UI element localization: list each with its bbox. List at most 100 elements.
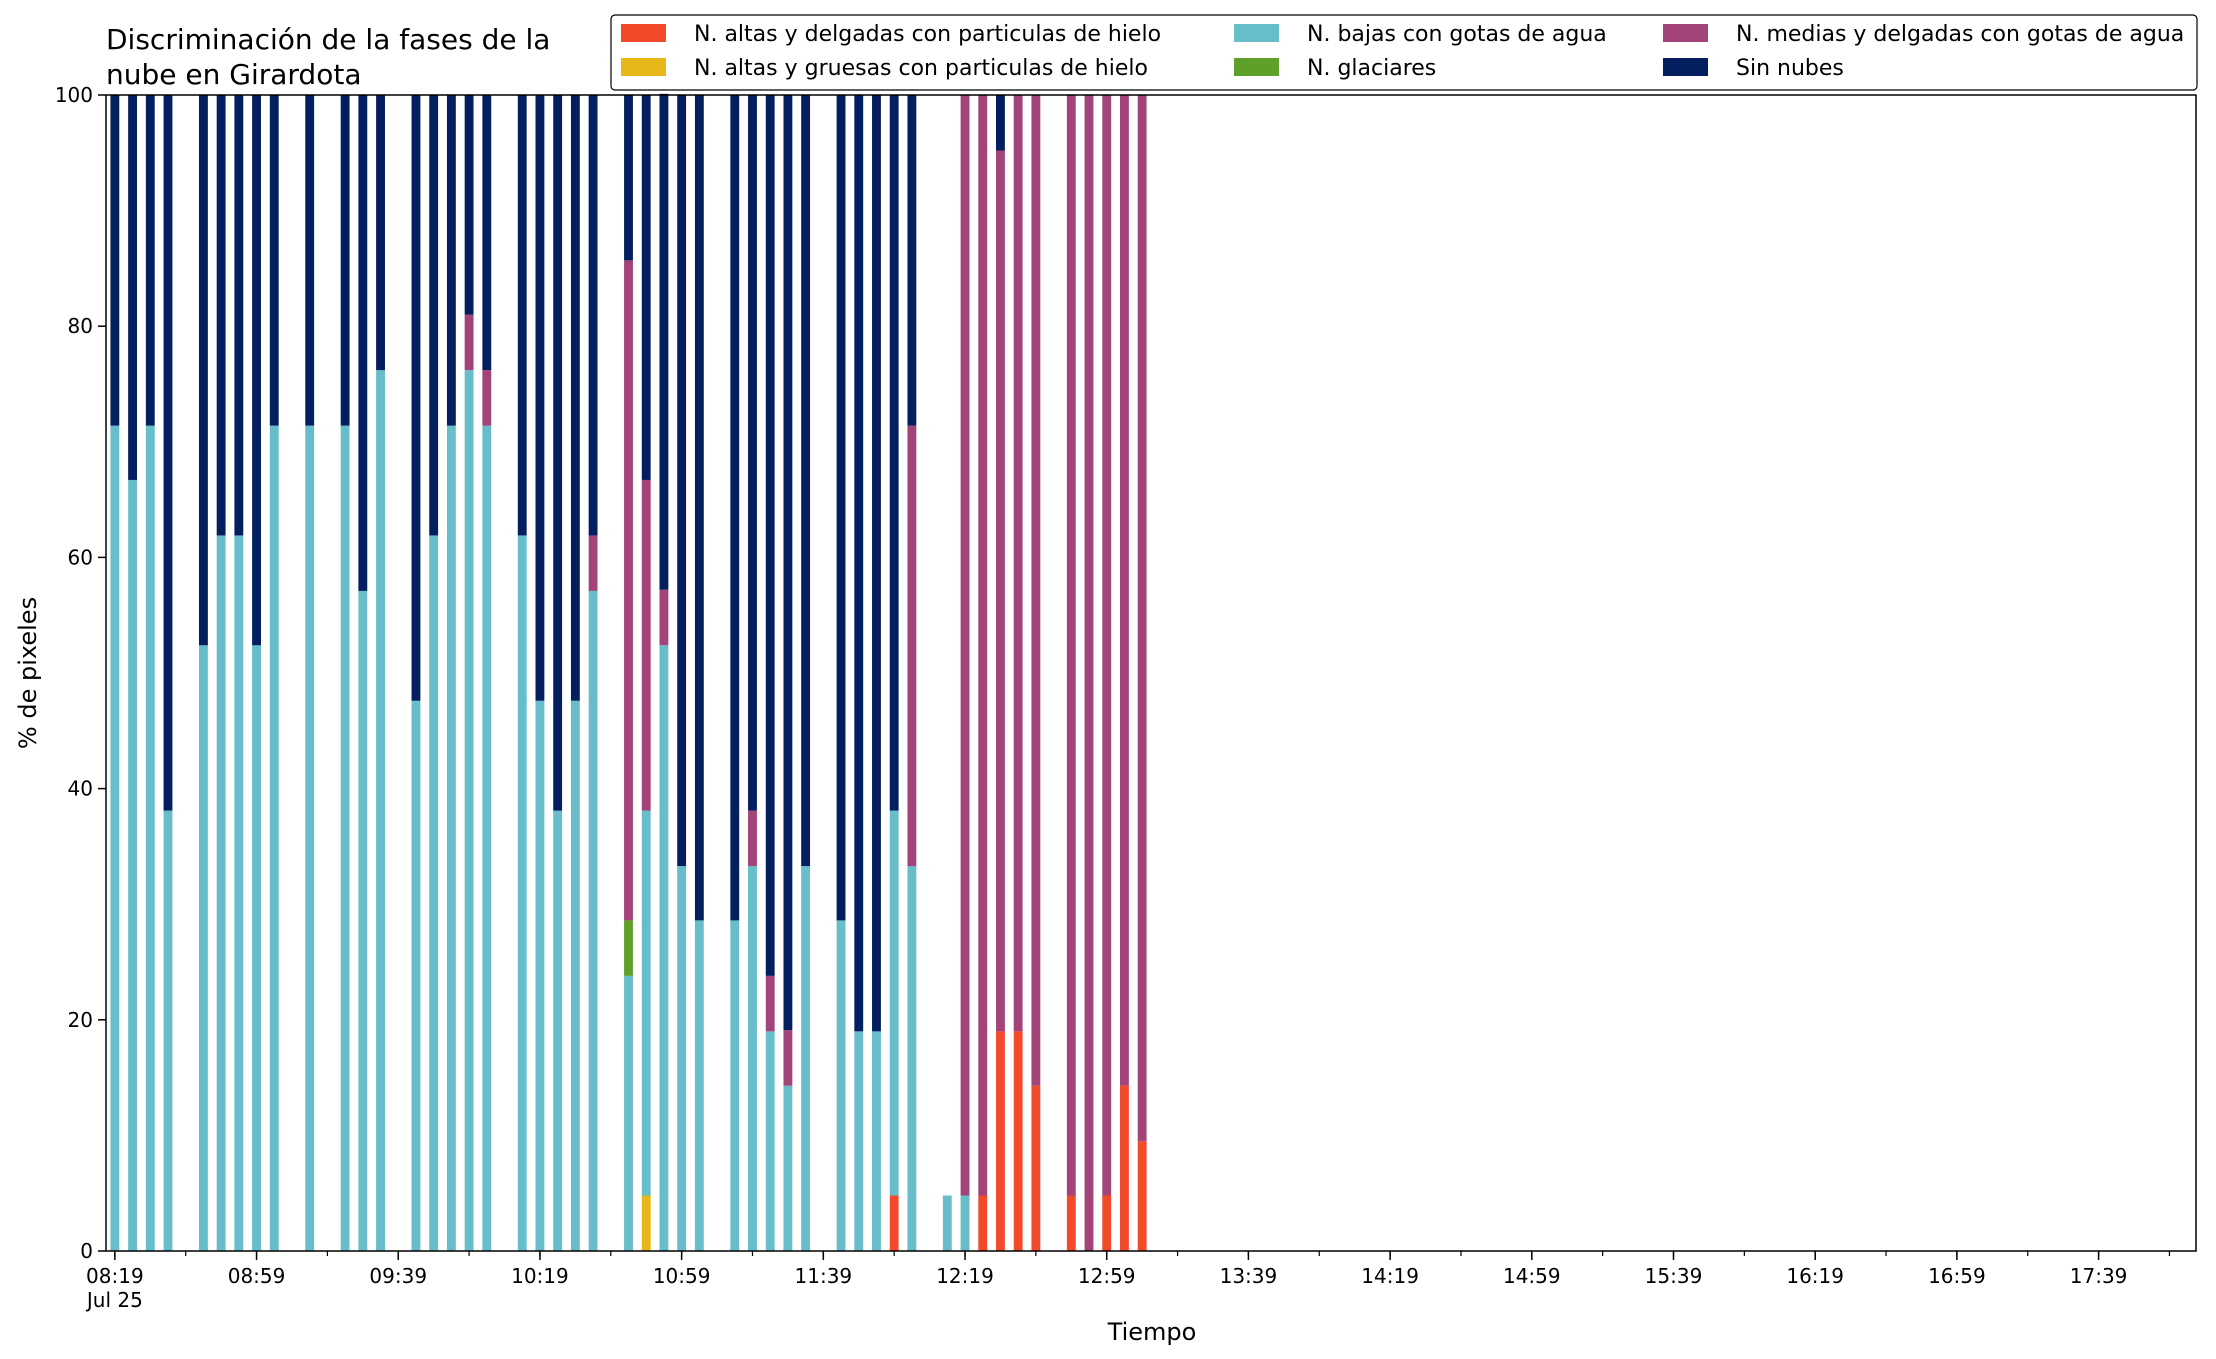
x-tick-label-0939: 09:39 — [369, 1264, 427, 1288]
bar-segment-0959-s4 — [464, 314, 474, 371]
bar-segment-0849-s2 — [216, 535, 226, 1251]
x-tick-label-1059: 10:59 — [653, 1264, 711, 1288]
legend-swatch-3 — [1234, 58, 1279, 76]
bar-segment-1239-s0 — [1031, 1085, 1041, 1251]
bar-segment-1134-s5 — [801, 95, 811, 867]
x-tick-label-1419: 14:19 — [1361, 1264, 1419, 1288]
x-tick-label-1219: 12:19 — [936, 1264, 994, 1288]
bar-segment-1029-s2 — [570, 700, 580, 1251]
legend-swatch-2 — [1234, 24, 1279, 42]
x-tick-label-1739: 17:39 — [2070, 1264, 2128, 1288]
bar-segment-1104-s2 — [694, 920, 704, 1251]
bar-segment-0834-s5 — [163, 95, 173, 811]
bar-segment-1154-s2 — [872, 1031, 881, 1251]
bar-segment-1134-s2 — [801, 866, 811, 1251]
bar-segment-1014-s5 — [517, 95, 527, 536]
legend-box — [610, 14, 2198, 91]
y-tick-label-100: 100 — [55, 83, 93, 107]
bar-segment-1044-s3 — [624, 920, 633, 976]
bar-segment-0949-s5 — [429, 95, 439, 536]
bar-segment-1159-s2 — [889, 810, 899, 1196]
chart-title-line-1: Discriminación de la fases de la — [106, 23, 550, 56]
bar-segment-1229-s0 — [996, 1031, 1005, 1251]
bar-segment-1154-s5 — [872, 95, 881, 1032]
bar-segment-1054-s2 — [659, 645, 669, 1251]
bar-segment-1034-s5 — [588, 95, 598, 536]
legend-label-0: N. altas y delgadas con particulas de hi… — [694, 22, 1161, 47]
bar-segment-1119-s2 — [748, 866, 757, 1251]
y-axis-label: % de pixeles — [14, 597, 42, 749]
bar-segment-0959-s2 — [464, 370, 474, 1251]
bar-segment-0914-s5 — [305, 95, 315, 426]
x-tick-label-1019: 10:19 — [511, 1264, 569, 1288]
x-tick-label-1539: 15:39 — [1645, 1264, 1703, 1288]
bar-segment-1259-s0 — [1102, 1195, 1112, 1251]
bar-segment-1219-s2 — [960, 1195, 970, 1251]
y-tick-label-40: 40 — [68, 777, 93, 801]
bar-segment-0944-s2 — [411, 700, 421, 1251]
bar-segment-1234-s4 — [1013, 95, 1023, 1032]
bar-segment-1104-s5 — [694, 95, 704, 921]
bar-segment-1129-s2 — [783, 1085, 793, 1251]
bar-segment-1004-s4 — [482, 370, 492, 426]
bar-segment-1004-s5 — [482, 95, 492, 371]
bar-segment-0824-s5 — [128, 95, 137, 480]
legend-swatch-4 — [1663, 24, 1708, 42]
x-tick-sublabel: Jul 25 — [85, 1288, 143, 1312]
bar-segment-1004-s2 — [482, 425, 492, 1251]
bar-segment-1049-s4 — [641, 479, 651, 811]
bar-segment-1229-s4 — [996, 150, 1005, 1032]
bar-segment-1059-s5 — [677, 95, 687, 867]
x-tick-label-1619: 16:19 — [1786, 1264, 1844, 1288]
bar-segment-0924-s5 — [340, 95, 350, 426]
bar-segment-0834-s2 — [163, 810, 173, 1251]
bar-segment-1054-s5 — [659, 93, 669, 590]
bar-segment-1204-s2 — [907, 866, 917, 1251]
x-tick-label-1339: 13:39 — [1220, 1264, 1278, 1288]
bar-segment-1119-s4 — [748, 810, 757, 867]
bar-segment-1304-s0 — [1120, 1085, 1129, 1251]
bar-segment-1124-s4 — [765, 975, 775, 1032]
legend-swatch-1 — [621, 58, 666, 76]
bar-segment-1234-s0 — [1013, 1031, 1023, 1251]
bar-segment-1049-s2 — [641, 810, 651, 1196]
bar-segment-1044-s2 — [624, 975, 633, 1251]
bar-segment-0904-s2 — [269, 425, 279, 1251]
bar-segment-0859-s2 — [252, 645, 261, 1251]
bar-segment-1044-s5 — [624, 95, 633, 261]
bar-segment-1024-s5 — [553, 95, 563, 811]
bar-segment-0829-s2 — [145, 425, 155, 1251]
bar-segment-1024-s2 — [553, 810, 563, 1251]
bar-segment-1249-s4 — [1066, 95, 1076, 1196]
bar-segment-0959-s5 — [464, 95, 474, 315]
bar-segment-1019-s5 — [535, 95, 545, 701]
bar-segment-1204-s4 — [907, 425, 917, 867]
bar-segment-1114-s5 — [730, 95, 740, 921]
bar-segment-1309-s0 — [1137, 1141, 1147, 1251]
bar-segment-1124-s5 — [765, 95, 775, 976]
bar-segment-1229-s5 — [996, 95, 1005, 151]
bar-segment-0934-s2 — [376, 370, 385, 1251]
legend: N. altas y delgadas con particulas de hi… — [610, 14, 2198, 91]
legend-swatch-0 — [621, 24, 666, 42]
bar-segment-1149-s5 — [854, 95, 864, 1032]
bar-segment-1029-s5 — [570, 95, 580, 701]
x-tick-label-0859: 08:59 — [228, 1264, 286, 1288]
bar-segment-0924-s2 — [340, 425, 350, 1251]
bar-segment-0934-s5 — [376, 95, 385, 371]
bar-segment-0944-s5 — [411, 95, 421, 701]
x-axis-label: Tiempo — [1107, 1318, 1197, 1346]
bar-segment-0849-s5 — [216, 95, 226, 536]
y-tick-label-60: 60 — [68, 545, 93, 569]
bar-segment-1059-s2 — [677, 866, 687, 1251]
bar-segment-1119-s5 — [748, 95, 757, 811]
bar-segment-1049-s5 — [641, 95, 651, 480]
bar-segment-0819-s2 — [110, 425, 120, 1251]
bar-segment-1304-s4 — [1120, 95, 1129, 1086]
x-tick-label-1139: 11:39 — [795, 1264, 853, 1288]
legend-label-5: Sin nubes — [1736, 56, 1844, 81]
bar-segment-1014-s2 — [517, 535, 527, 1251]
x-tick-label-1659: 16:59 — [1928, 1264, 1986, 1288]
